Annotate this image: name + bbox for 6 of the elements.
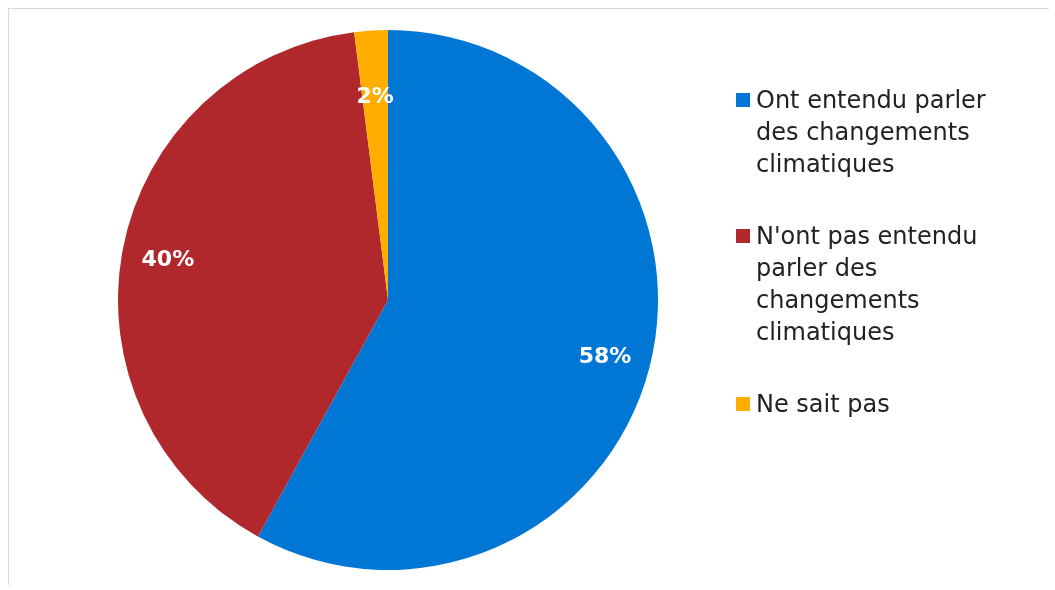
legend-label: N'ont pas entendu parler des changements climatiques [756,221,979,348]
data-label: 58% [578,343,632,369]
legend-label: Ne sait pas [756,389,890,420]
pie-slice [257,30,658,570]
legend-label: Ont entendu parler des changements climatiques [756,85,987,180]
data-label: 40% [141,245,195,271]
